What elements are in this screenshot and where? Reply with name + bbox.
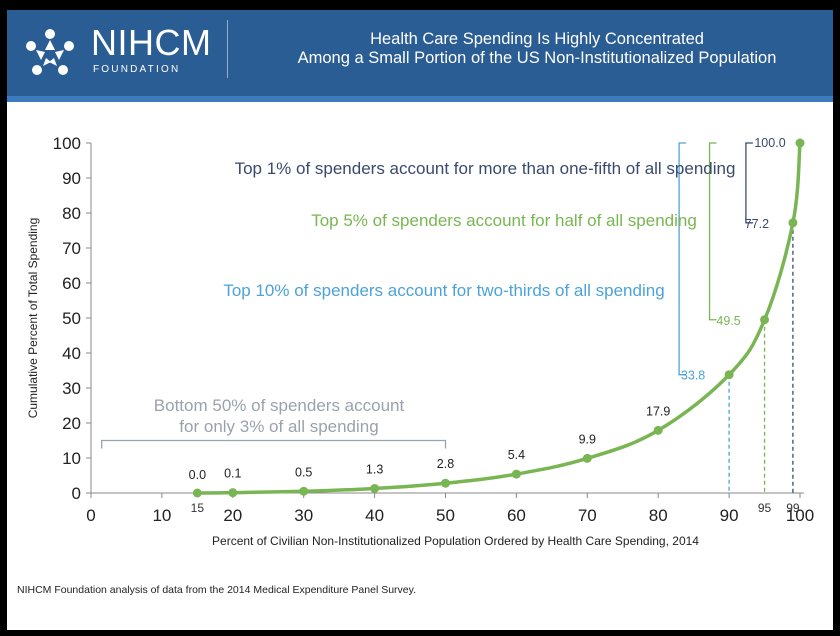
x-extra-label: 95 bbox=[758, 501, 772, 515]
data-label: 17.9 bbox=[646, 404, 670, 418]
x-tick-label: 90 bbox=[720, 506, 739, 525]
x-axis-label: Percent of Civilian Non-Institutionalize… bbox=[212, 534, 699, 548]
top10-annotation: Top 10% of spenders account for two-thir… bbox=[223, 281, 664, 300]
data-label: 0.5 bbox=[295, 465, 312, 479]
top5-annotation: Top 5% of spenders account for half of a… bbox=[311, 211, 697, 230]
data-point bbox=[788, 218, 798, 228]
y-tick-label: 50 bbox=[62, 309, 81, 328]
x-tick-label: 60 bbox=[507, 506, 526, 525]
data-point bbox=[653, 425, 663, 435]
data-label: 0.0 bbox=[189, 468, 206, 482]
data-label: 77.2 bbox=[745, 217, 769, 231]
x-tick-label: 30 bbox=[294, 506, 313, 525]
data-point bbox=[795, 138, 805, 148]
title-line-2: Among a Small Portion of the US Non-Inst… bbox=[297, 49, 777, 67]
data-point bbox=[192, 488, 202, 498]
data-point bbox=[760, 315, 770, 325]
slide-title: Health Care Spending Is Highly Concentra… bbox=[247, 30, 827, 68]
data-point bbox=[370, 483, 380, 493]
data-label: 33.8 bbox=[681, 369, 705, 383]
y-tick-label: 70 bbox=[62, 239, 81, 258]
header-accent-bar bbox=[7, 96, 833, 102]
bottom50-bracket bbox=[100, 439, 447, 449]
y-tick-label: 100 bbox=[53, 134, 81, 153]
top10-bracket bbox=[678, 142, 687, 376]
top5-bracket bbox=[708, 142, 717, 321]
x-tick-label: 80 bbox=[649, 506, 668, 525]
y-axis-label: Cumulative Percent of Total Spending bbox=[26, 218, 40, 419]
header-bar: NIHCM FOUNDATION Health Care Spending Is… bbox=[7, 10, 833, 96]
y-tick-label: 40 bbox=[62, 344, 81, 363]
slide: NIHCM FOUNDATION Health Care Spending Is… bbox=[7, 10, 833, 630]
data-label: 5.4 bbox=[508, 448, 525, 462]
x-tick-label: 10 bbox=[152, 506, 171, 525]
data-label: 0.1 bbox=[224, 467, 241, 481]
bottom50-annotation-line1: Bottom 50% of spenders account bbox=[154, 396, 405, 415]
data-point bbox=[228, 488, 238, 498]
x-tick-label: 100 bbox=[786, 506, 814, 525]
logo-divider bbox=[227, 20, 228, 78]
y-tick-label: 80 bbox=[62, 204, 81, 223]
logo-name: NIHCM bbox=[91, 22, 212, 63]
x-extra-label: 99 bbox=[786, 501, 800, 515]
top1-annotation: Top 1% of spenders account for more than… bbox=[235, 159, 736, 178]
cumulative-spending-chart: 0 10 20 30 40 50 60 70 80 90 100 0 10 20 30 40 50 60 70 80 9… bbox=[26, 134, 814, 548]
x-tick-label: 20 bbox=[223, 506, 242, 525]
data-point bbox=[582, 453, 592, 463]
x-tick-label: 70 bbox=[578, 506, 597, 525]
data-label: 1.3 bbox=[366, 462, 383, 476]
bottom50-annotation-line2: for only 3% of all spending bbox=[179, 417, 378, 436]
x-tick-label: 50 bbox=[436, 506, 455, 525]
x-extra-label: 15 bbox=[191, 501, 205, 515]
title-line-1: Health Care Spending Is Highly Concentra… bbox=[370, 30, 704, 48]
y-tick-label: 10 bbox=[62, 449, 81, 468]
data-label: 9.9 bbox=[579, 432, 596, 446]
data-point bbox=[724, 370, 734, 380]
y-tick-label: 20 bbox=[62, 414, 81, 433]
footnote: NIHCM Foundation analysis of data from t… bbox=[17, 584, 417, 596]
y-tick-label: 30 bbox=[62, 379, 81, 398]
data-label: 49.5 bbox=[716, 314, 740, 328]
data-point bbox=[299, 486, 309, 496]
data-label: 2.8 bbox=[437, 457, 454, 471]
top1-bracket bbox=[745, 142, 753, 224]
y-tick-label: 60 bbox=[62, 274, 81, 293]
y-tick-label: 0 bbox=[72, 484, 81, 503]
star-people-icon bbox=[26, 29, 74, 75]
x-tick-label: 0 bbox=[86, 506, 95, 525]
y-tick-label: 90 bbox=[62, 169, 81, 188]
logo-subtitle: FOUNDATION bbox=[93, 64, 181, 75]
data-label: 100.0 bbox=[754, 136, 785, 150]
data-point bbox=[511, 469, 521, 479]
x-tick-label: 40 bbox=[365, 506, 384, 525]
data-point bbox=[441, 478, 450, 488]
